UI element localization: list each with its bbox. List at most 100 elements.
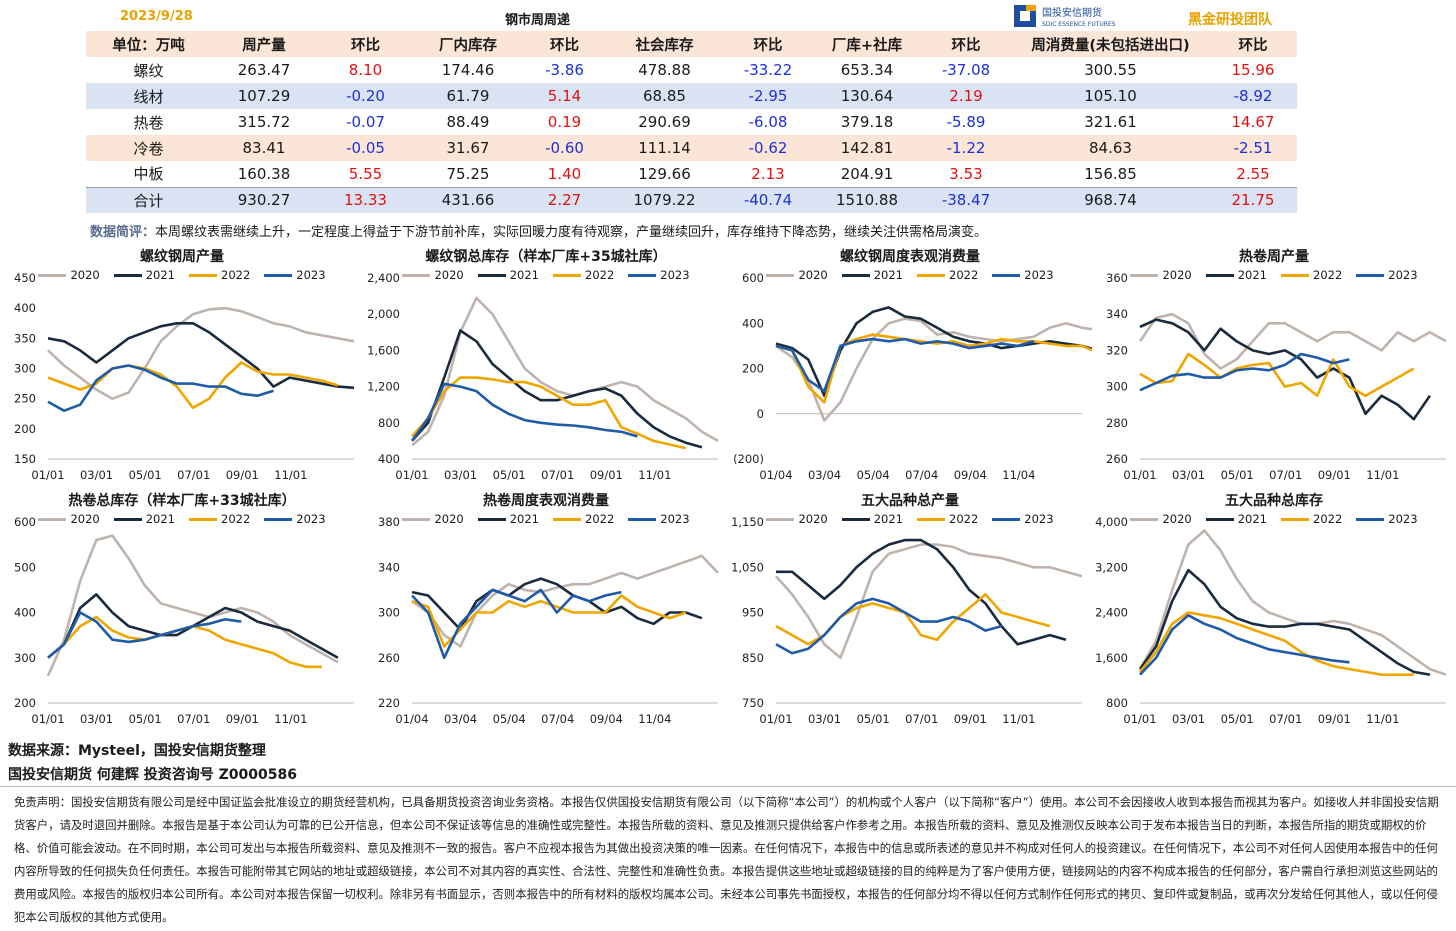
table-header-cell: 环比 [920, 31, 1012, 57]
series-line-2020 [775, 543, 1083, 660]
table-header-cell: 周产量 [211, 31, 317, 57]
series-line-2020 [1138, 312, 1447, 370]
x-tick-label: 03/01 [444, 468, 477, 482]
series-line-2023 [775, 337, 1035, 393]
x-tick-label: 05/01 [1221, 712, 1254, 726]
y-tick-label: 850 [742, 651, 764, 665]
y-tick-label: 2,400 [1095, 606, 1128, 620]
legend-swatch [113, 517, 142, 521]
legend-item: 2021 [113, 268, 175, 282]
legend-swatch [1281, 273, 1309, 277]
legend-swatch [1130, 273, 1159, 277]
legend-item: 2020 [38, 268, 100, 282]
legend-item: 2021 [1205, 268, 1267, 282]
y-tick-label: 400 [378, 452, 400, 466]
legend-item: 2020 [402, 268, 464, 282]
y-tick-label: 1,150 [731, 515, 764, 529]
y-tick-label: 400 [14, 606, 36, 620]
series-line-2023 [410, 382, 638, 442]
legend-label: 2020 [798, 512, 828, 526]
x-tick-label: 07/01 [177, 712, 210, 726]
table-cell: 83.41 [211, 135, 317, 161]
x-tick-label: 11/01 [638, 468, 671, 482]
line-chart: 1,150 1,050 950 850 750 01/01 03/01 05/01 07/01 0… [731, 515, 1083, 726]
series-line-2020 [47, 306, 355, 400]
table-cell: 130.64 [814, 83, 920, 109]
series-line-2022 [47, 361, 339, 409]
y-tick-label: 200 [14, 422, 36, 436]
y-tick-label: 150 [14, 452, 36, 466]
table-cell: 75.25 [446, 164, 490, 183]
table-header-cell: 环比 [722, 31, 814, 57]
table-header-cell: 厂内库存 [414, 31, 522, 57]
legend-label: 2021 [873, 512, 903, 526]
table-cell: 290.69 [638, 113, 691, 131]
table-cell: 2.55 [1236, 164, 1270, 183]
table-cell: -0.20 [317, 83, 414, 109]
series-line-2021 [411, 577, 703, 631]
legend-swatch [1281, 517, 1309, 521]
table-header-cell: 环比 [317, 31, 414, 57]
chart-title: 螺纹钢周产量 [140, 249, 224, 265]
chart-panel: 螺纹钢总库存（样本厂库+35城社库） 2,400 2,000 1,600 1,200 80… [364, 246, 728, 490]
series-line-2020 [411, 296, 719, 447]
chart-title: 五大品种总产量 [861, 493, 959, 509]
legend-item: 2022 [1281, 512, 1342, 526]
table-cell: 2.13 [751, 164, 785, 183]
legend-label: 2023 [1024, 512, 1054, 526]
y-tick-label: 750 [742, 696, 764, 710]
table-cell: -6.08 [748, 113, 788, 131]
data-source: 数据来源：Mysteel，国投安信期货整理 [8, 743, 266, 759]
legend-swatch [553, 517, 581, 521]
chart-title: 热卷周产量 [1239, 249, 1309, 265]
x-tick-label: 01/01 [1123, 712, 1156, 726]
y-tick-label: 1,600 [367, 343, 400, 357]
legend-item: 2020 [766, 512, 828, 526]
x-tick-label: 11/04 [1002, 468, 1035, 482]
series-line-2020 [46, 534, 339, 677]
table-cell: -38.47 [920, 186, 1012, 213]
legend-label: 2023 [1024, 268, 1054, 282]
y-tick-label: 950 [742, 606, 764, 620]
series-line-2022 [47, 615, 322, 669]
series-line-2022 [1138, 611, 1414, 676]
x-tick-label: 01/01 [1123, 468, 1156, 482]
table-cell: 160.38 [237, 164, 291, 183]
table-cell: -8.92 [1209, 83, 1297, 109]
report-date: 2023/9/28 [120, 9, 193, 24]
table-cell: 968.74 [1012, 186, 1209, 213]
table-cell: 5.14 [522, 83, 607, 109]
y-tick-label: (200) [733, 452, 764, 466]
legend-swatch [189, 517, 217, 521]
table-cell: -40.74 [722, 186, 814, 213]
legend-item: 2023 [992, 268, 1054, 282]
series-line-2021 [1138, 568, 1431, 676]
comment-label: 数据简评： [90, 225, 156, 240]
legend-label: 2023 [296, 268, 326, 282]
x-tick-label: 11/01 [1366, 712, 1399, 726]
x-tick-label: 09/01 [1318, 712, 1351, 726]
y-tick-label: 260 [378, 651, 400, 665]
steel-weekly-table: 单位：万吨 周产量 环比 厂内库存 环比 社会库存 环比 厂库+社库 环比 周消费量(未包括进出口… [86, 31, 1297, 213]
table-cell: 300.55 [1084, 61, 1137, 79]
table-cell: 263.47 [237, 61, 291, 79]
y-tick-label: 800 [1106, 696, 1128, 710]
series-line-2022 [775, 333, 1092, 404]
legend-label: 2020 [434, 512, 464, 526]
table-cell: 111.14 [607, 135, 722, 161]
x-tick-label: 05/04 [857, 468, 890, 482]
x-tick-label: 07/01 [541, 468, 574, 482]
x-tick-label: 05/01 [857, 712, 890, 726]
legend-item: 2023 [1356, 268, 1418, 282]
table-header-cell: 厂库+社库 [814, 31, 920, 57]
table-cell: 3.53 [949, 164, 983, 183]
disclaimer: 免责声明：国投安信期货有限公司是经中国证监会批准设立的期货经营机构，已具备期货投… [14, 795, 1439, 924]
table-cell: -33.22 [743, 61, 793, 79]
table-cell: -2.51 [1209, 135, 1297, 161]
legend-item: 2020 [1130, 512, 1192, 526]
series-line-2020 [411, 554, 719, 648]
legend-item: 2021 [477, 268, 539, 282]
legend-item: 2023 [992, 512, 1054, 526]
y-tick-label: 400 [14, 301, 36, 315]
table-cell: 5.55 [348, 164, 383, 183]
